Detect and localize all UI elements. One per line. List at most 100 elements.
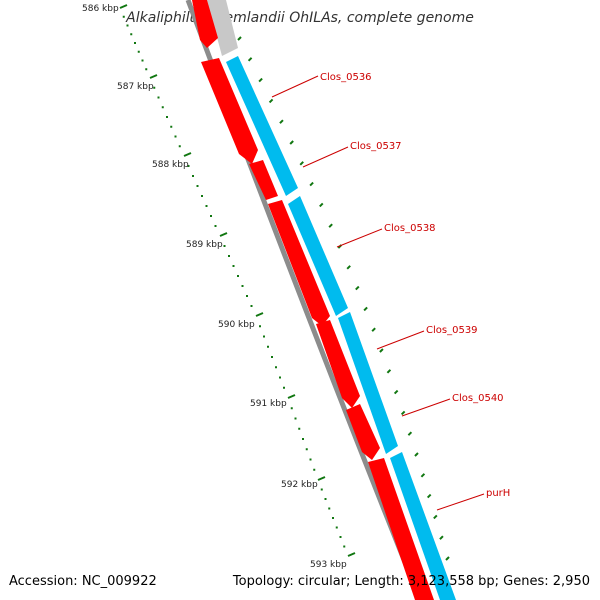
- minor-tick: [246, 295, 248, 297]
- outer-tick: [393, 389, 399, 395]
- minor-tick: [210, 215, 212, 217]
- outer-tick: [426, 493, 432, 499]
- outer-tick: [289, 140, 294, 145]
- minor-tick: [305, 448, 308, 451]
- kbp-label: 589 kbp: [186, 240, 223, 250]
- minor-tick: [302, 438, 304, 440]
- outer-tick: [439, 535, 444, 540]
- minor-tick: [134, 42, 136, 44]
- minor-tick: [241, 285, 244, 287]
- minor-tick: [196, 185, 199, 187]
- outer-tick: [346, 265, 351, 270]
- outer-tick: [400, 410, 406, 416]
- kbp-ruler: [119, 4, 356, 557]
- minor-tick: [166, 116, 168, 118]
- minor-tick: [298, 427, 301, 430]
- minor-tick: [259, 325, 261, 328]
- minor-tick: [263, 335, 265, 338]
- minor-tick: [214, 225, 217, 227]
- outer-tick: [268, 98, 274, 104]
- gene-label: Clos_0539: [426, 325, 478, 336]
- outer-tick: [309, 181, 314, 187]
- minor-tick: [161, 106, 164, 109]
- minor-tick: [279, 376, 281, 379]
- major-tick: [317, 476, 326, 481]
- minor-tick: [223, 245, 226, 247]
- forward-genes: [201, 58, 434, 600]
- accession-text: Accession: NC_009922: [9, 574, 157, 589]
- major-tick: [119, 4, 128, 9]
- reverse-gene: [390, 452, 456, 600]
- kbp-label: 588 kbp: [152, 160, 189, 170]
- outer-tick: [420, 473, 426, 478]
- minor-tick: [130, 33, 133, 36]
- forward-gene: [316, 320, 360, 408]
- minor-tick: [250, 305, 253, 307]
- major-tick: [149, 74, 158, 79]
- minor-tick: [294, 417, 297, 420]
- major-tick: [347, 552, 356, 557]
- minor-tick: [232, 265, 235, 267]
- forward-gene: [249, 160, 278, 200]
- minor-tick: [271, 356, 273, 358]
- outer-tick: [386, 369, 392, 374]
- outer-tick: [237, 36, 242, 41]
- gene-callout-line: [376, 330, 425, 350]
- gene-callout-line: [336, 228, 383, 248]
- reverse-gene: [338, 312, 398, 454]
- minor-tick: [205, 205, 208, 207]
- forward-gene: [201, 58, 258, 164]
- minor-tick: [137, 50, 140, 53]
- outer-tick: [379, 348, 384, 353]
- outer-tick: [433, 514, 438, 520]
- gene-label: Clos_0537: [350, 141, 402, 152]
- outer-tick: [414, 452, 419, 457]
- gene-label: Clos_0540: [452, 393, 504, 404]
- major-tick: [219, 232, 228, 237]
- outer-tick: [445, 556, 450, 561]
- gene-callout-line: [271, 75, 319, 98]
- minor-tick: [328, 507, 331, 510]
- minor-tick: [178, 145, 181, 148]
- outer-tick: [363, 306, 368, 312]
- kbp-label: 593 kbp: [310, 560, 347, 570]
- minor-tick: [313, 468, 316, 471]
- gene-label: purH: [486, 488, 510, 499]
- kbp-label: 592 kbp: [281, 480, 318, 490]
- outer-tick: [258, 77, 263, 83]
- minor-tick: [126, 24, 129, 27]
- major-tick: [287, 394, 296, 399]
- minor-tick: [174, 135, 177, 138]
- outer-tick-ladder: [237, 36, 450, 561]
- kbp-label: 587 kbp: [117, 82, 154, 92]
- minor-tick: [170, 125, 173, 128]
- minor-tick: [267, 345, 269, 348]
- reverse-genes: [226, 56, 456, 600]
- outer-tick: [407, 431, 413, 436]
- minor-tick: [157, 96, 160, 99]
- genome-summary-text: Topology: circular; Length: 3,123,558 bp…: [232, 574, 590, 589]
- minor-tick: [237, 275, 239, 277]
- outer-tick: [299, 161, 304, 166]
- gene-label: Clos_0536: [320, 72, 372, 83]
- outer-tick: [371, 327, 376, 332]
- outer-tick: [279, 119, 284, 124]
- gene-label: Clos_0538: [384, 223, 436, 234]
- minor-tick: [332, 517, 334, 519]
- gene-callout-line: [436, 493, 485, 511]
- faded-gene: [207, 0, 238, 56]
- minor-tick: [145, 68, 148, 71]
- forward-gene: [268, 200, 330, 326]
- minor-tick: [309, 458, 312, 461]
- minor-tick: [343, 545, 346, 548]
- reverse-gene: [288, 196, 348, 316]
- kbp-label: 586 kbp: [82, 4, 119, 14]
- minor-tick: [283, 386, 285, 389]
- minor-tick: [320, 488, 323, 491]
- minor-tick: [290, 407, 293, 410]
- minor-tick: [201, 195, 203, 197]
- minor-tick: [187, 165, 190, 167]
- major-tick: [255, 312, 264, 317]
- minor-tick: [141, 59, 144, 62]
